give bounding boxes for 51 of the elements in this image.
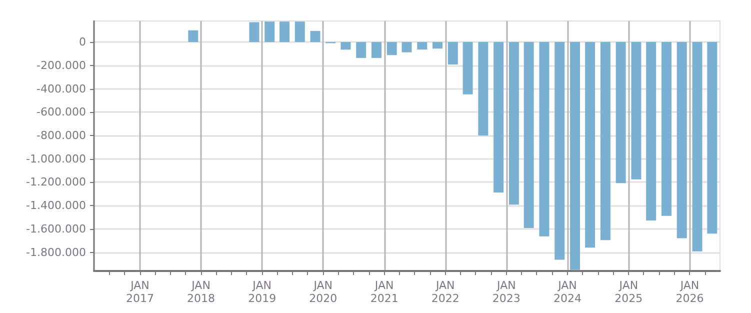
bar bbox=[448, 42, 458, 64]
bar bbox=[692, 42, 702, 252]
bar bbox=[356, 42, 366, 58]
bar bbox=[340, 42, 351, 50]
x-tick-label: JAN 2017 bbox=[126, 279, 154, 305]
bar bbox=[402, 42, 412, 52]
y-tick-label: -1.800.000 bbox=[26, 246, 86, 259]
bar bbox=[310, 30, 320, 42]
bar bbox=[707, 42, 718, 234]
bar bbox=[386, 42, 397, 56]
bar bbox=[264, 22, 275, 42]
bar bbox=[676, 42, 687, 238]
x-tick-label: JAN 2025 bbox=[614, 279, 643, 305]
bar bbox=[279, 22, 290, 42]
x-tick-label: JAN 2019 bbox=[248, 279, 276, 305]
bar bbox=[432, 42, 443, 49]
bar bbox=[508, 42, 519, 205]
bar bbox=[631, 42, 642, 180]
bar bbox=[554, 42, 565, 260]
bar bbox=[600, 42, 610, 240]
x-tick-label: JAN 2020 bbox=[309, 279, 338, 305]
bar bbox=[417, 42, 428, 50]
bar bbox=[524, 42, 534, 228]
x-tick-label: JAN 2024 bbox=[553, 279, 582, 305]
y-tick-label: -1.600.000 bbox=[26, 222, 86, 236]
x-tick-label: JAN 2023 bbox=[492, 279, 520, 305]
bar bbox=[249, 22, 260, 42]
bar bbox=[294, 22, 305, 42]
x-tick-label: JAN 2026 bbox=[676, 279, 704, 305]
bar bbox=[371, 42, 382, 58]
y-tick-label: -800.000 bbox=[36, 128, 86, 142]
bar bbox=[188, 30, 198, 42]
bar bbox=[478, 42, 488, 136]
bar bbox=[646, 42, 656, 221]
y-tick-label: -1.200.000 bbox=[26, 176, 86, 189]
bar bbox=[616, 42, 626, 184]
x-tick-label: JAN 2021 bbox=[370, 279, 398, 305]
bar bbox=[494, 42, 504, 192]
bar bbox=[539, 42, 550, 236]
x-tick-label: JAN 2022 bbox=[431, 279, 460, 305]
bar bbox=[462, 42, 473, 94]
y-tick-label: -1.000.000 bbox=[26, 152, 86, 166]
bar bbox=[661, 42, 672, 216]
bar bbox=[570, 42, 580, 270]
x-tick-label: JAN 2018 bbox=[187, 279, 216, 305]
y-tick-label: 0 bbox=[79, 36, 86, 49]
y-tick-label: -600.000 bbox=[36, 106, 86, 119]
bar bbox=[585, 42, 596, 248]
y-tick-label: -1.400.000 bbox=[26, 199, 86, 212]
y-tick-label: -400.000 bbox=[36, 82, 86, 96]
y-tick-label: -200.000 bbox=[36, 58, 86, 72]
